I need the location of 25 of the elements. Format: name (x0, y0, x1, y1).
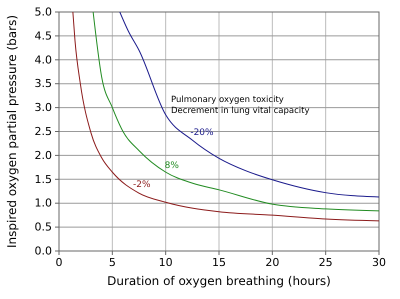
x-tick-label: 25 (318, 256, 333, 269)
y-tick-label: 0.5 (34, 220, 52, 234)
x-axis-title: Duration of oxygen breathing (hours) (107, 274, 331, 288)
annotation: Pulmonary oxygen toxicity Decrement in lung vital capacity (171, 94, 310, 116)
y-tick-label: 2.5 (34, 125, 52, 138)
y-tick-label: 5.0 (34, 6, 52, 19)
x-tick-label: 5 (108, 256, 116, 269)
x-tick-label: 15 (212, 256, 226, 269)
x-tick-label: 30 (372, 256, 386, 269)
y-tick-label: 2.0 (34, 148, 52, 162)
y-tick-label: 3.5 (34, 77, 52, 90)
series-label: 8% (164, 161, 180, 172)
line-series (119, 12, 379, 198)
x-tick-label: 0 (56, 256, 62, 269)
y-tick-label: 4.5 (34, 29, 52, 42)
series-label: -20% (190, 128, 214, 138)
x-tick-label: 10 (158, 256, 173, 269)
y-tick-label: 4.0 (34, 53, 52, 66)
series-label: -2% (133, 180, 151, 190)
y-tick-label: 0.0 (34, 244, 52, 258)
y-tick-label: 1.5 (34, 172, 52, 186)
y-axis-title: Inspired oxygen partial pressure (bars) (5, 14, 19, 248)
y-tick-label: 1.0 (34, 196, 52, 210)
y-tick-label: 3.0 (34, 101, 52, 114)
x-tick-label: 20 (265, 256, 280, 269)
